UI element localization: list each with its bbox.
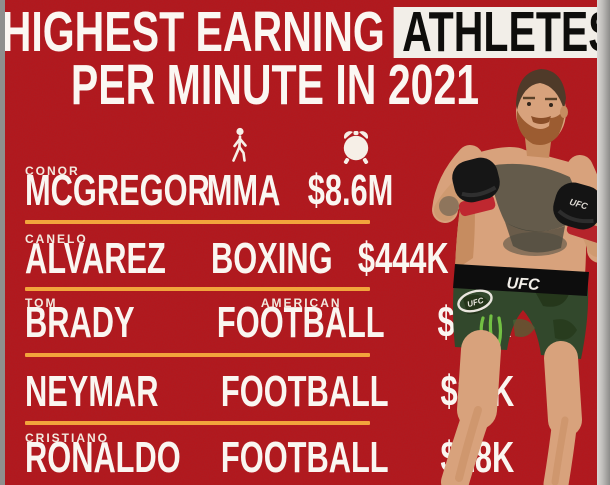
athlete-name-cell: CANELO ALVAREZ — [25, 233, 185, 283]
athlete-last-name: MCGREGOR — [25, 166, 210, 215]
athlete-last-name: NEYMAR — [25, 367, 159, 416]
title-highlight-athletes: ATHLETES — [393, 4, 610, 61]
row-divider — [25, 353, 370, 357]
athlete-row-alvarez: CANELO ALVAREZ BOXING $444K — [25, 233, 449, 283]
athlete-sport: MMA — [207, 166, 281, 215]
athlete-last-name: ALVAREZ — [25, 234, 166, 283]
athlete-name-cell: CRISTIANO RONALDO — [25, 432, 185, 482]
athlete-sport: BOXING — [211, 234, 333, 283]
title-line-1: HIGHEST EARNING ATHLETES — [2, 4, 610, 61]
athlete-row-mcgregor: CONOR MCGREGOR MMA $8.6M — [25, 165, 393, 215]
row-divider — [25, 287, 370, 291]
person-icon — [232, 127, 247, 162]
waistband-ufc-logo: UFC — [506, 275, 540, 294]
right-edge-strip — [597, 0, 610, 485]
alarm-clock-icon — [343, 131, 369, 164]
left-edge-strip — [0, 0, 5, 485]
athlete-row-brady: TOM BRADY AMERICAN FOOTBALL $37K — [25, 297, 511, 347]
athlete-name-cell: TOM BRADY — [25, 297, 181, 347]
athlete-last-name: RONALDO — [25, 433, 181, 482]
athlete-sport-cell: FOOTBALL — [185, 433, 425, 482]
athlete-name-cell: CONOR MCGREGOR — [25, 165, 210, 213]
athlete-row-ronaldo: CRISTIANO RONALDO FOOTBALL $18K — [25, 432, 515, 482]
athlete-sport-cell: BOXING — [185, 234, 359, 283]
athlete-row-neymar: NEYMAR FOOTBALL $32K — [25, 367, 515, 416]
athlete-sport: FOOTBALL — [220, 367, 389, 416]
title-text: HIGHEST EARNING — [1, 0, 385, 64]
athlete-sport: FOOTBALL — [220, 433, 389, 482]
row-divider — [25, 220, 370, 224]
athlete-name-cell: NEYMAR — [25, 367, 185, 416]
conor-mcgregor-photo: UFC UFC UFC — [432, 69, 610, 485]
athlete-sport-cell: AMERICAN FOOTBALL — [181, 297, 421, 347]
athlete-earnings-cell: $8.6M — [303, 166, 393, 215]
athlete-last-name: BRADY — [25, 298, 135, 347]
athlete-sport: FOOTBALL — [217, 298, 386, 347]
athlete-earnings: $8.6M — [307, 166, 393, 215]
row-divider — [25, 421, 370, 425]
athlete-sport-cell: FOOTBALL — [185, 367, 425, 416]
